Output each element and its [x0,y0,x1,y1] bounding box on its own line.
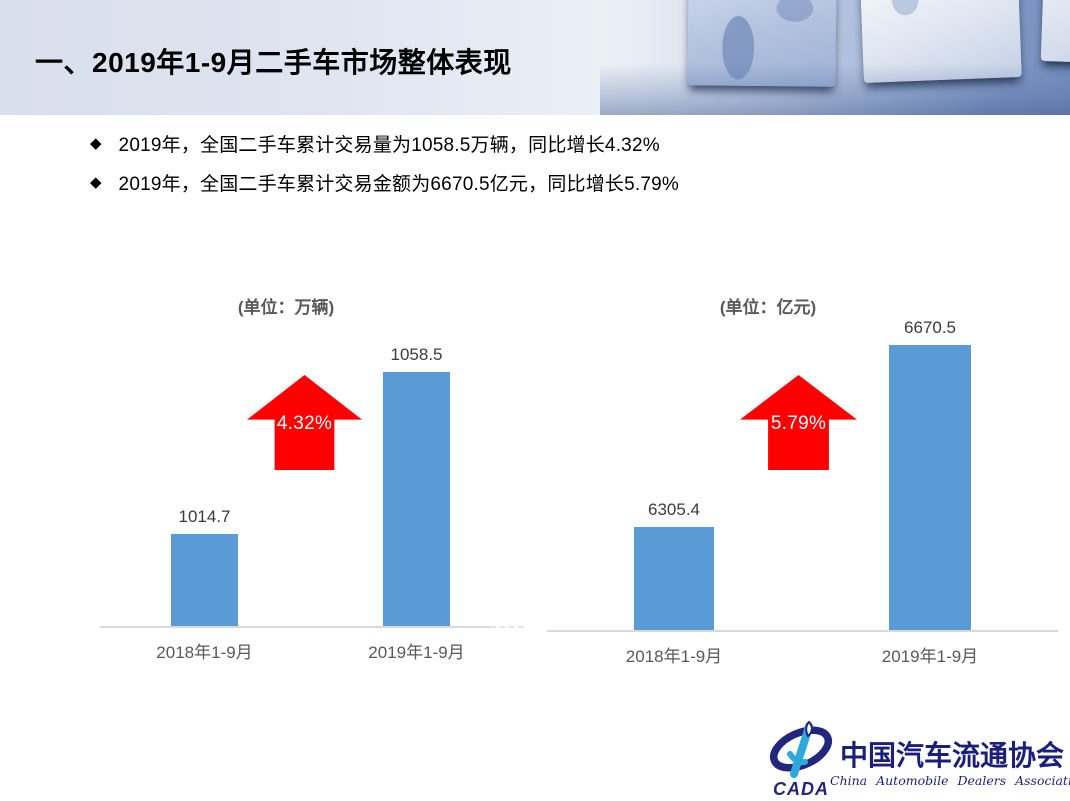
category-label: 2019年1-9月 [368,643,465,662]
chart-unit-title: (单位：万辆) [237,298,335,317]
plot-area: 6305.4 2018年1-9月 6670.5 2019年1-9月 [547,285,1068,670]
bullet-item: ◆ 2019年，全国二手车累计交易量为1058.5万辆，同比增长4.32% [90,130,660,157]
diamond-bullet-icon: ◆ [90,174,102,191]
chart-unit-title: (单位：亿元) [719,298,817,317]
category-label: 2018年1-9月 [156,643,253,662]
bullet-text: 2019年，全国二手车累计交易金额为6670.5亿元，同比增长5.79% [118,174,680,195]
globe-box-image [1040,0,1070,64]
value-label: 6670.5 [904,318,956,337]
x-axis-line [100,626,490,628]
globe-box-image [860,0,1022,83]
cada-logo: CADA 中国汽车流通协会 China Automobile Dealers A… [760,712,1070,800]
cada-logo-mark-icon: CADA [769,720,833,798]
growth-value: 4.32% [276,413,333,435]
bar [889,345,971,630]
plot-area: 1014.7 2018年1-9月 1058.5 2019年1-9月 [95,285,540,670]
page-title: 一、2019年1-9月二手车市场整体表现 [35,47,512,78]
value-label: 1058.5 [390,345,443,364]
bar [171,534,238,626]
association-name-zh: 中国汽车流通协会 [839,739,1064,772]
value-label: 6305.4 [648,500,700,519]
category-label: 2018年1-9月 [625,647,723,666]
chart-trade-amount: (单位：亿元) 6305.4 2018年1-9月 6670.5 2019年1-9月 5… [547,285,1068,670]
bar [634,527,714,630]
bullet-text: 2019年，全国二手车累计交易量为1058.5万辆，同比增长4.32% [118,135,660,156]
slide-header: 一、2019年1-9月二手车市场整体表现 [0,0,1070,115]
globe-box-image [687,0,837,87]
diamond-bullet-icon: ◆ [90,135,102,152]
chart-trade-volume: (单位：万辆) 1014.7 2018年1-9月 1058.5 2019年1-9月 4… [95,285,540,670]
bullet-item: ◆ 2019年，全国二手车累计交易金额为6670.5亿元，同比增长5.79% [90,169,679,196]
x-axis-line [547,630,1058,632]
value-label: 1014.7 [178,507,231,526]
watermark-dashes [490,626,524,628]
growth-value: 5.79% [770,413,827,435]
header-image-boxes [600,0,1070,115]
association-name-en: China Automobile Dealers Association [830,773,1070,788]
category-label: 2019年1-9月 [881,647,979,666]
cada-acronym: CADA [773,779,829,798]
bar [383,372,450,626]
